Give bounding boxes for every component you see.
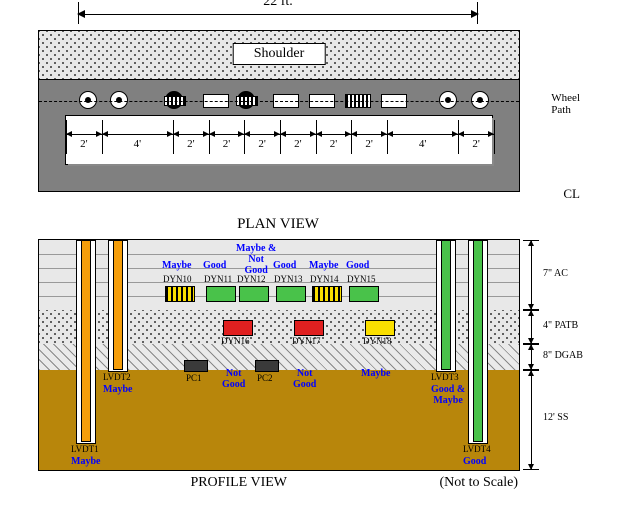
shoulder-area: Shoulder — [39, 31, 519, 80]
plan-gauge — [471, 91, 489, 109]
dyn-gauge — [239, 286, 269, 302]
dyn-gauge — [276, 286, 306, 302]
dyn-status: Good — [346, 260, 369, 271]
dyn-label: DYN13 — [274, 274, 303, 284]
lvdt-status: Maybe — [103, 384, 132, 395]
dyn-gauge — [165, 286, 195, 302]
diagram-canvas: 22 ft. Shoulder 2'4'2'2'2'2'2'2'4'2' Whe… — [10, 10, 614, 491]
shoulder-label: Shoulder — [233, 43, 326, 65]
dyn-gauge — [365, 320, 395, 336]
lvdt-status: Good & Maybe — [431, 384, 465, 406]
not-to-scale: (Not to Scale) — [439, 475, 518, 491]
plan-gauge — [276, 91, 294, 109]
gauge-row — [39, 91, 519, 113]
segment-dim: 2' — [280, 120, 316, 158]
lvdt — [441, 240, 451, 370]
profile-view: DYN10MaybeDYN11GoodDYN12Maybe & Not Good… — [38, 239, 520, 471]
pc-label: PC1 — [186, 373, 202, 383]
dyn-status: Maybe & Not Good — [236, 243, 276, 276]
segment-dim: 2' — [66, 120, 102, 158]
dyn-gauge — [294, 320, 324, 336]
dyn-label: DYN15 — [347, 274, 376, 284]
lvdt-label: LVDT4 — [463, 444, 491, 454]
plan-gauge — [237, 91, 255, 109]
layer-dims: 7" AC 4" PATB 8" DGAB 12' SS — [523, 240, 581, 470]
pc-label: PC2 — [257, 373, 273, 383]
lvdt-label: LVDT3 — [431, 372, 459, 382]
pressure-cell — [184, 360, 208, 372]
plan-gauge — [384, 91, 402, 109]
lvdt-status: Maybe — [71, 456, 100, 467]
lvdt-label: LVDT2 — [103, 372, 131, 382]
dyn-label: DYN14 — [310, 274, 339, 284]
dyn-status: Good — [203, 260, 226, 271]
segment-dim: 2' — [351, 120, 387, 158]
segment-dim: 2' — [173, 120, 209, 158]
wheel-path-label: Wheel Path — [551, 92, 580, 116]
dyn-label: DYN11 — [204, 274, 232, 284]
segment-dim: 2' — [316, 120, 352, 158]
profile-footer: PROFILE VIEW (Not to Scale) — [38, 475, 518, 491]
overall-dimension: 22 ft. — [78, 4, 478, 28]
segment-dim-bar: 2'4'2'2'2'2'2'2'4'2' — [65, 115, 493, 165]
segment-dim: 2' — [244, 120, 280, 158]
ss-dim: 12' SS — [543, 412, 568, 423]
dyn-gauge — [312, 286, 342, 302]
wheel-path-line — [39, 101, 519, 102]
plan-section: Shoulder 2'4'2'2'2'2'2'2'4'2' — [38, 30, 520, 192]
dyn-gauge — [206, 286, 236, 302]
lvdt — [473, 240, 483, 442]
dyn-gauge — [349, 286, 379, 302]
lvdt — [81, 240, 91, 442]
plan-gauge — [206, 91, 224, 109]
dgab-dim: 8" DGAB — [543, 350, 583, 361]
plan-gauge — [439, 91, 457, 109]
dyn-status: Maybe — [361, 368, 390, 379]
pressure-cell — [255, 360, 279, 372]
plan-gauge — [312, 91, 330, 109]
segment-dim: 2' — [209, 120, 245, 158]
dyn-status: Good — [273, 260, 296, 271]
plan-gauge — [110, 91, 128, 109]
dyn-status: Maybe — [309, 260, 338, 271]
pc-status: Not Good — [293, 368, 316, 390]
profile-title: PROFILE VIEW — [38, 475, 439, 491]
dyn-label: DYN16 — [221, 336, 250, 346]
segment-dim: 4' — [102, 120, 173, 158]
pc-status: Not Good — [222, 368, 245, 390]
dyn-label: DYN18 — [363, 336, 392, 346]
plan-title: PLAN VIEW — [38, 216, 518, 233]
plan-gauge — [79, 91, 97, 109]
center-line — [39, 191, 519, 192]
dyn-label: DYN17 — [292, 336, 321, 346]
segment-dim: 4' — [387, 120, 458, 158]
lvdt — [113, 240, 123, 370]
plan-gauge — [348, 91, 366, 109]
dyn-label: DYN10 — [163, 274, 192, 284]
segment-dim: 2' — [458, 120, 494, 158]
plan-view: 22 ft. Shoulder 2'4'2'2'2'2'2'2'4'2' Whe… — [38, 10, 518, 210]
plan-gauge — [165, 91, 183, 109]
dyn-status: Maybe — [162, 260, 191, 271]
lvdt-label: LVDT1 — [71, 444, 99, 454]
dyn-gauge — [223, 320, 253, 336]
cl-label: CL — [563, 186, 580, 202]
lvdt-status: Good — [463, 456, 486, 467]
ac-dim: 7" AC — [543, 268, 568, 279]
overall-dim-label: 22 ft. — [259, 0, 297, 10]
patb-dim: 4" PATB — [543, 320, 578, 331]
